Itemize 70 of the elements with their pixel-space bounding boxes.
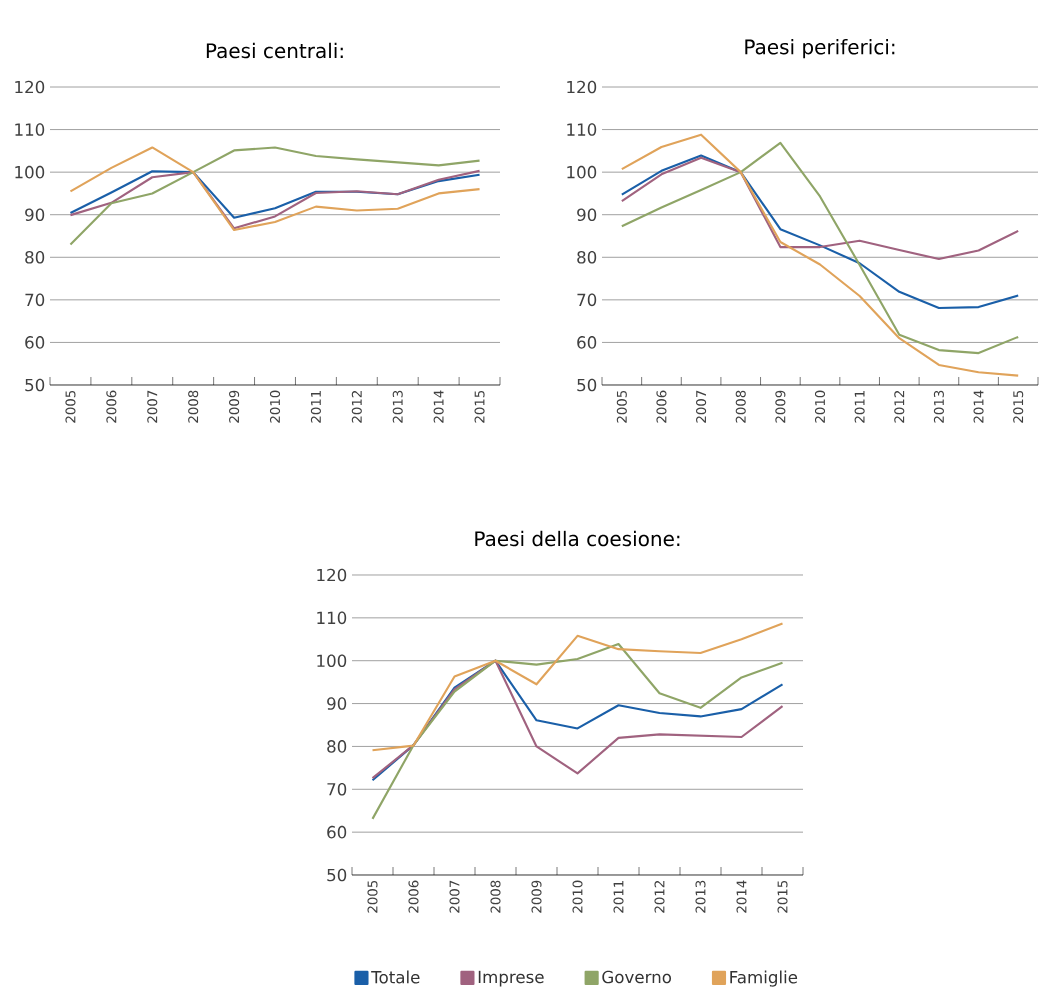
line-series: [69, 169, 481, 230]
y-tick-label: 90: [327, 697, 347, 710]
legend-label: Totale: [371, 970, 420, 984]
chart-title: Paesi della coesione:: [475, 530, 680, 547]
chart-title: Paesi periferici:: [745, 38, 895, 59]
x-tick-label: 2006: [656, 390, 667, 423]
x-tick-label: 2011: [613, 880, 624, 913]
legend-label: Famiglie: [730, 970, 798, 987]
x-tick-label: 2011: [854, 390, 865, 423]
x-tick-label: 2012: [654, 881, 665, 913]
y-tick-label: 90: [577, 208, 597, 222]
y-tick-label: 110: [15, 123, 45, 136]
line-series: [620, 156, 1020, 261]
x-tick-label: 2008: [735, 390, 746, 423]
x-tick-label: 2010: [814, 390, 826, 423]
legend-label: Imprese: [478, 970, 544, 987]
line-series: [620, 154, 1020, 310]
x-tick-label: 2008: [188, 390, 199, 423]
y-tick-label: 50: [327, 868, 347, 882]
y-tick-label: 60: [25, 336, 45, 349]
x-tick-label: 2006: [106, 390, 117, 423]
x-tick-label: 2007: [696, 390, 707, 423]
x-tick-label: 2009: [531, 880, 542, 913]
x-tick-label: 2015: [474, 390, 485, 423]
y-tick-label: 80: [327, 740, 347, 753]
y-tick-label: 110: [317, 611, 347, 625]
y-tick-label: 70: [327, 782, 347, 796]
x-tick-label: 2015: [777, 880, 788, 913]
x-tick-label: 2015: [1013, 390, 1024, 423]
x-tick-label: 2007: [449, 880, 460, 913]
y-tick-label: 120: [567, 80, 597, 94]
y-tick-label: 70: [25, 293, 45, 307]
x-tick-label: 2013: [695, 880, 706, 913]
y-tick-label: 120: [15, 80, 45, 94]
x-tick-label: 2014: [973, 390, 984, 423]
y-tick-label: 80: [25, 250, 45, 264]
x-tick-label: 2012: [894, 391, 905, 423]
chart-title: Paesi centrali:: [206, 42, 343, 59]
x-tick-label: 2009: [775, 390, 786, 423]
y-tick-label: 120: [317, 568, 347, 582]
x-tick-label: 2007: [147, 390, 158, 423]
y-tick-label: 80: [577, 250, 597, 264]
x-tick-label: 2005: [367, 880, 378, 913]
x-tick-label: 2005: [65, 390, 76, 423]
y-tick-label: 100: [567, 165, 597, 179]
y-tick-label: 60: [327, 825, 347, 839]
x-tick-label: 2005: [616, 390, 627, 423]
line-series: [371, 642, 784, 820]
x-tick-label: 2008: [490, 880, 501, 913]
y-tick-label: 50: [25, 378, 45, 392]
y-tick-label: 70: [577, 293, 597, 307]
y-tick-label: 110: [567, 123, 597, 136]
line-series: [69, 170, 481, 219]
legend-label: Governo: [602, 970, 672, 984]
y-tick-label: 50: [577, 378, 597, 392]
x-tick-label: 2011: [310, 390, 321, 423]
y-tick-label: 60: [577, 336, 597, 349]
y-tick-label: 100: [15, 165, 45, 179]
x-tick-label: 2010: [572, 880, 583, 913]
x-tick-label: 2013: [933, 390, 944, 423]
x-tick-label: 2010: [269, 390, 281, 423]
y-tick-label: 100: [317, 654, 347, 668]
x-tick-label: 2014: [736, 880, 747, 913]
x-tick-label: 2012: [351, 391, 362, 423]
line-series: [371, 622, 784, 752]
x-tick-label: 2009: [229, 390, 240, 423]
x-tick-label: 2013: [392, 390, 403, 423]
x-tick-label: 2014: [433, 390, 444, 423]
x-tick-label: 2006: [408, 880, 419, 913]
y-tick-label: 90: [25, 208, 45, 222]
